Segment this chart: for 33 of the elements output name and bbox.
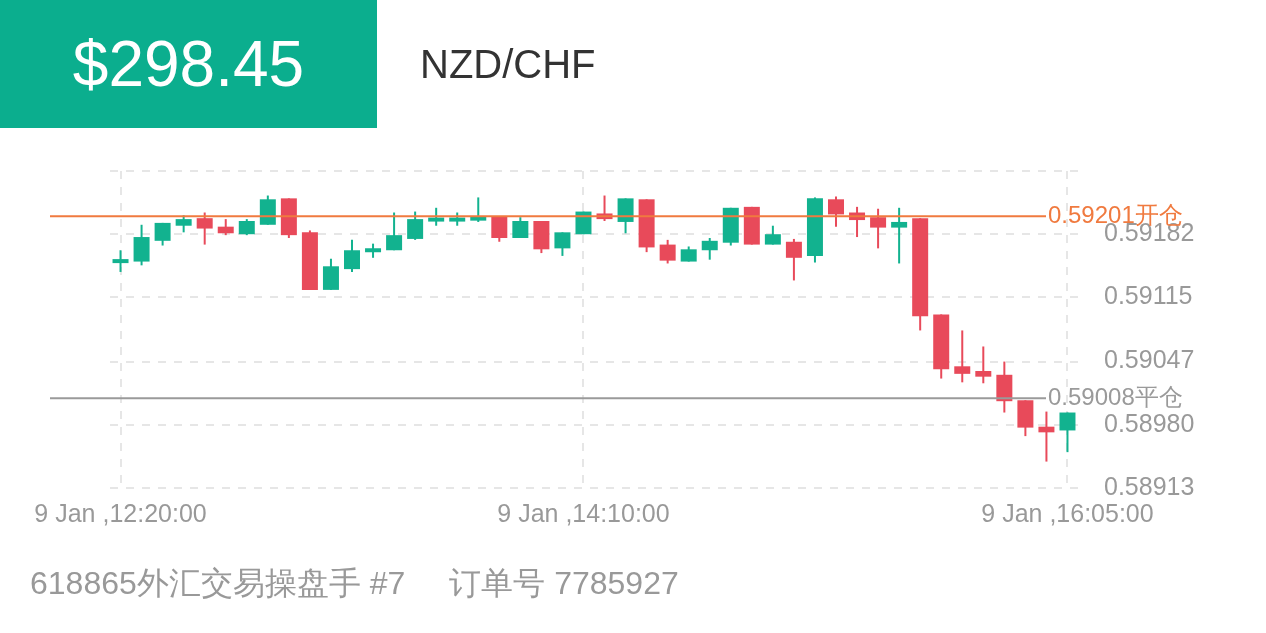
text: 订单号 7785927 (449, 565, 679, 601)
candlestick (407, 210, 424, 241)
candlestick (322, 257, 339, 291)
x-tick-label: 9 Jan ,14:10:00 (497, 498, 670, 527)
candlestick (344, 238, 360, 273)
candlestick (764, 224, 781, 246)
chart-subtitle: $298.45 (0, 0, 377, 128)
x-tick-label: 9 Jan ,16:05:00 (981, 498, 1154, 527)
y-tick-label: 0.59115 (1104, 281, 1193, 310)
candlestick (512, 216, 529, 239)
candlestick (870, 207, 887, 250)
candlestick (954, 329, 971, 384)
candlestick (1059, 411, 1076, 454)
candlestick (554, 231, 571, 257)
candlestick (785, 237, 802, 282)
text: 618865外汇交易操盘手 #7 (30, 565, 406, 601)
candlestick (196, 211, 213, 246)
y-tick-label: 0.59047 (1104, 345, 1195, 374)
candlestick (491, 215, 508, 243)
chart-title: NZD/CHF (420, 42, 596, 87)
candlestick (470, 196, 487, 223)
candlestick (386, 211, 403, 252)
candlestick (659, 238, 676, 265)
candlestick (112, 249, 129, 273)
candlestick (975, 345, 992, 385)
candlestick (617, 197, 634, 235)
x-tick-label: 9 Jan ,12:20:00 (34, 498, 207, 527)
candlestick (701, 236, 718, 261)
candlestick (828, 195, 844, 228)
candlestick (891, 206, 908, 265)
y-tick-label: 0.58980 (1104, 408, 1195, 437)
y-tick-label: 0.58913 (1104, 471, 1195, 500)
ref-line-label: 0.59008平仓 (1048, 383, 1183, 410)
